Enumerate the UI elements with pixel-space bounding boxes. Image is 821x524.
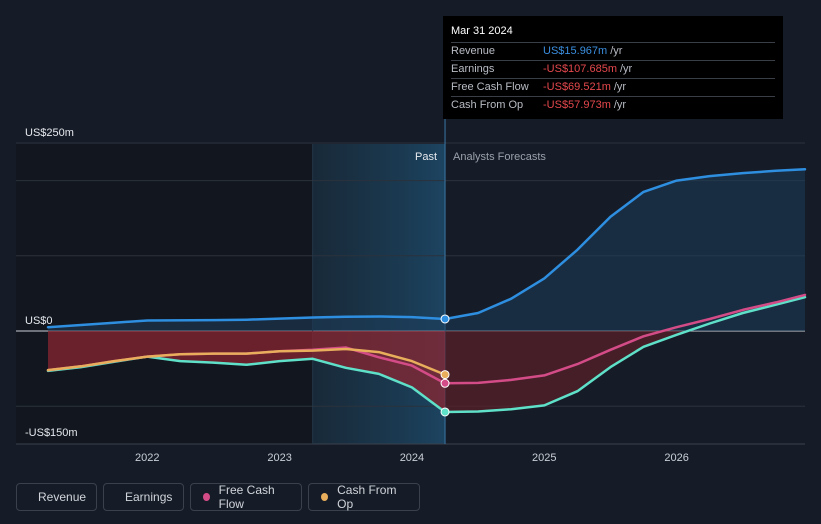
tooltip-value: -US$69.521m <box>543 81 611 93</box>
x-tick-label: 2024 <box>400 452 424 464</box>
legend-label: Earnings <box>125 490 173 504</box>
marker-earnings <box>440 407 450 417</box>
earnings-area-group <box>48 331 805 412</box>
y-tick-label: US$250m <box>25 127 74 139</box>
marker-cash-from-op <box>440 370 450 380</box>
marker-free-cash-flow <box>440 378 450 388</box>
y-tick-label: -US$150m <box>25 427 78 439</box>
legend-label: Cash From Op <box>337 483 397 511</box>
y-tick-label: US$0 <box>25 315 53 327</box>
series-line-cash-from-op <box>46 347 447 376</box>
earnings-future-group <box>445 331 805 412</box>
legend-item-earnings[interactable]: Earnings <box>103 483 184 511</box>
x-tick-label: 2023 <box>267 452 291 464</box>
tooltip-value: -US$107.685m <box>543 63 617 75</box>
legend-item-free-cash-flow[interactable]: Free Cash Flow <box>190 483 302 511</box>
legend-item-revenue[interactable]: Revenue <box>16 483 97 511</box>
tooltip-unit: /yr <box>613 99 627 111</box>
tooltip-label: Free Cash Flow <box>451 81 529 93</box>
legend-label: Revenue <box>38 490 87 504</box>
tooltip-unit: /yr <box>613 81 627 93</box>
tooltip-label: Cash From Op <box>451 99 524 111</box>
series-line-earnings <box>46 295 807 414</box>
tooltip-label: Earnings <box>451 63 495 75</box>
tooltip-label: Revenue <box>451 45 496 57</box>
earnings-area-past <box>48 331 446 412</box>
x-tick-label: 2022 <box>135 452 159 464</box>
tooltip-row-cash-from-op: Cash From Op -US$57.973m /yr <box>451 96 775 114</box>
x-tick-label: 2026 <box>664 452 688 464</box>
area-fills <box>48 169 805 412</box>
x-tick-label: 2025 <box>532 452 556 464</box>
chart-background <box>16 144 446 444</box>
tooltip-row-free-cash-flow: Free Cash Flow -US$69.521m /yr <box>451 78 775 96</box>
axis-labels: US$250m US$0 -US$150m 2022 2023 2024 2025 2026 P… <box>25 127 689 464</box>
tooltip-row-revenue: Revenue US$15.967m /yr <box>451 42 775 60</box>
legend-label: Free Cash Flow <box>218 483 275 511</box>
tooltip-value: -US$57.973m <box>543 99 611 111</box>
tooltip-markers <box>440 314 450 417</box>
earnings-past-group <box>48 331 446 412</box>
past-region <box>16 144 313 444</box>
legend-item-cash-from-op[interactable]: Cash From Op <box>308 483 420 511</box>
legend-dot-icon <box>321 493 329 501</box>
earnings-area-future <box>445 331 805 412</box>
highlight-region <box>312 144 446 444</box>
legend-dot-icon <box>203 493 210 501</box>
tooltip-unit: /yr <box>610 45 623 57</box>
revenue-area <box>48 169 805 331</box>
tooltip-unit: /yr <box>620 63 633 75</box>
past-label: Past <box>415 151 437 163</box>
forecast-label: Analysts Forecasts <box>453 151 546 163</box>
tooltip-date: Mar 31 2024 <box>451 25 513 37</box>
tooltip-value: US$15.967m <box>543 45 608 57</box>
marker-revenue <box>440 314 450 324</box>
tooltip: Mar 31 2024 Revenue US$15.967m /yr Earni… <box>443 16 783 119</box>
tooltip-row-earnings: Earnings -US$107.685m /yr <box>451 60 775 78</box>
legend: Revenue Earnings Free Cash Flow Cash Fro… <box>16 483 420 511</box>
